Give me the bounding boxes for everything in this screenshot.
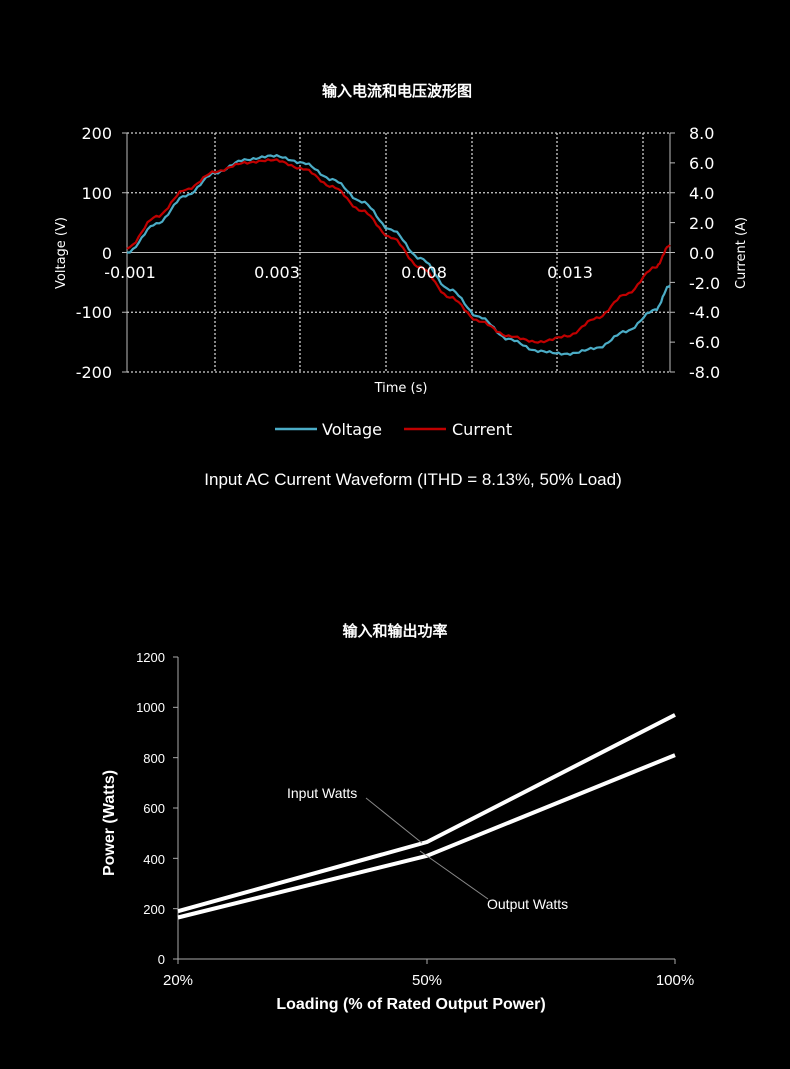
legend-label-current: Current	[452, 420, 512, 439]
chart1-y2tick-neg8: -8.0	[689, 363, 720, 382]
chart1-axes	[122, 132, 675, 373]
chart1-ytick-neg100: -100	[76, 303, 112, 322]
chart2-xtick-50: 50%	[412, 972, 442, 989]
annotation-output-watts: Output Watts	[487, 896, 568, 912]
chart2-ytick-600: 600	[143, 801, 165, 816]
chart2-ytick-400: 400	[143, 852, 165, 867]
chart2-xtick-100: 100%	[656, 972, 694, 989]
chart1-ytick-neg200: -200	[76, 363, 112, 382]
chart1-series-current	[126, 158, 671, 344]
chart1-xtick-3: 0.008	[401, 263, 447, 282]
annotation-output-leader	[419, 850, 489, 900]
chart1-ylabel: Voltage (V)	[54, 217, 69, 289]
chart1-ytick-100: 100	[81, 184, 112, 203]
chart1-series	[126, 154, 671, 356]
chart1-y2tick-4: 4.0	[689, 184, 714, 203]
chart2-axes	[173, 656, 676, 964]
chart1-xtick-2: 0.003	[254, 263, 300, 282]
chart2-ytick-200: 200	[143, 902, 165, 917]
chart1-xtick-4: 0.013	[547, 263, 593, 282]
chart2-ylabel: Power (Watts)	[101, 770, 118, 876]
chart1-y2tick-2: 2.0	[689, 214, 714, 233]
chart1-xlabel: Time (s)	[374, 381, 428, 396]
chart2-title: 输入和输出功率	[342, 622, 447, 640]
chart1-y2tick-neg6: -6.0	[689, 333, 720, 352]
chart2-xtick-20: 20%	[163, 972, 193, 989]
chart2-series-output-watts	[177, 753, 676, 920]
chart1-y2tick-neg4: -4.0	[689, 303, 720, 322]
chart1-y2tick-8: 8.0	[689, 124, 714, 143]
chart1-series-voltage	[127, 154, 671, 356]
chart1-y2tick-0: 0.0	[689, 244, 714, 263]
chart1-title: 输入电流和电压波形图	[322, 82, 472, 100]
chart2-series	[177, 713, 676, 920]
chart1-ytick-0: 0	[102, 244, 112, 263]
chart2-series-input-watts	[177, 713, 676, 914]
chart2-ytick-0: 0	[158, 952, 165, 967]
chart2-ytick-800: 800	[143, 751, 165, 766]
chart1-gridlines	[127, 132, 670, 373]
chart2-xlabel: Loading (% of Rated Output Power)	[276, 996, 545, 1013]
annotation-input-leader	[365, 797, 423, 844]
chart1-y2tick-6: 6.0	[689, 154, 714, 173]
chart2-ytick-1200: 1200	[136, 650, 165, 665]
chart1-y2tick-neg2: -2.0	[689, 274, 720, 293]
chart1-y2label: Current (A)	[734, 217, 749, 289]
chart1-ytick-200: 200	[81, 124, 112, 143]
chart1-xtick-1: -0.001	[104, 263, 156, 282]
legend-label-voltage: Voltage	[322, 420, 382, 439]
annotation-input-watts: Input Watts	[287, 785, 357, 801]
chart2-ytick-1000: 1000	[136, 700, 165, 715]
chart1-caption: Input AC Current Waveform (ITHD = 8.13%,…	[204, 470, 621, 489]
